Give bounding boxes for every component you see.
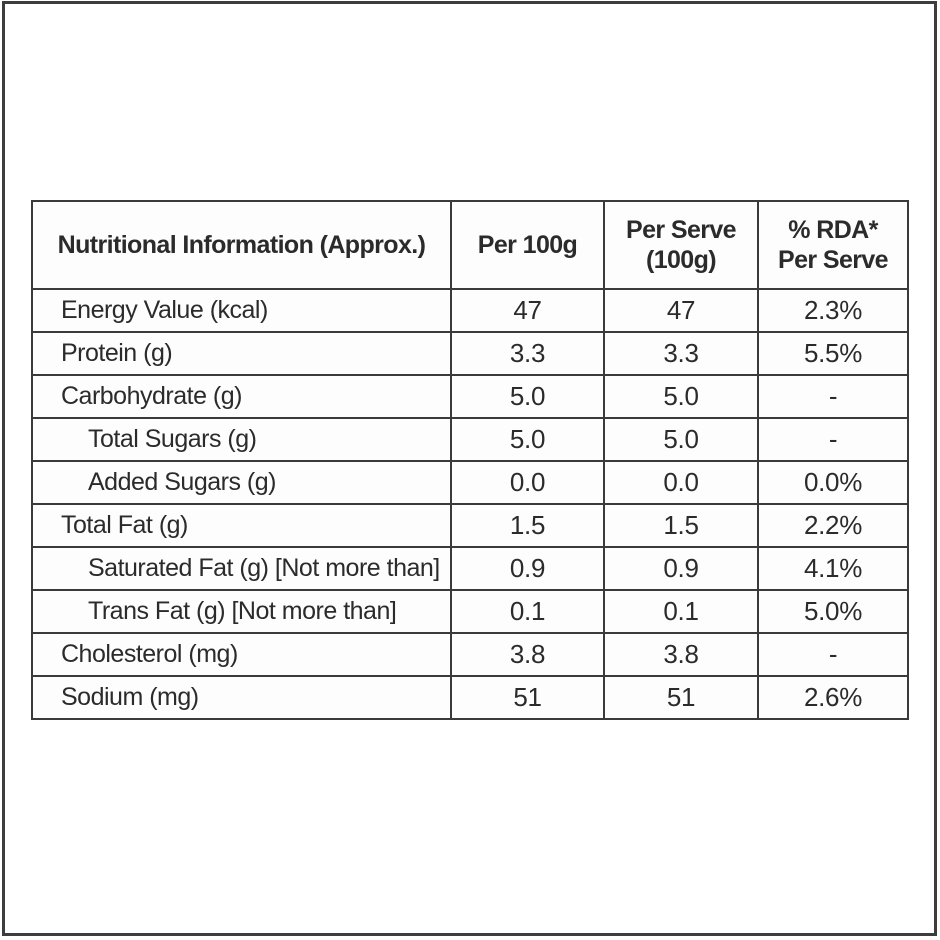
per-serve-value: 3.3 [603,331,759,376]
per-serve-value: 51 [603,675,759,720]
rda-value: 5.0% [757,589,909,634]
per-100g-value: 0.9 [450,546,605,591]
row-label: Total Sugars (g) [31,417,452,462]
table-row-cholesterol: Cholesterol (mg) 3.8 3.8 - [31,632,909,677]
row-label: Carbohydrate (g) [31,374,452,419]
header-nutritional-information: Nutritional Information (Approx.) [31,200,452,290]
table-row-saturated-fat: Saturated Fat (g) [Not more than] 0.9 0.… [31,546,909,591]
table-row-carbohydrate: Carbohydrate (g) 5.0 5.0 - [31,374,909,419]
rda-value: 5.5% [757,331,909,376]
rda-value: 2.2% [757,503,909,548]
rda-value: 4.1% [757,546,909,591]
table-row-sodium: Sodium (mg) 51 51 2.6% [31,675,909,720]
per-serve-value: 5.0 [603,374,759,419]
rda-value: 0.0% [757,460,909,505]
row-label: Energy Value (kcal) [31,288,452,333]
rda-value: - [757,632,909,677]
table-row-total-fat: Total Fat (g) 1.5 1.5 2.2% [31,503,909,548]
rda-value: - [757,374,909,419]
rda-value: 2.3% [757,288,909,333]
table-row-total-sugars: Total Sugars (g) 5.0 5.0 - [31,417,909,462]
per-serve-value: 0.9 [603,546,759,591]
per-100g-value: 0.0 [450,460,605,505]
table-row-trans-fat: Trans Fat (g) [Not more than] 0.1 0.1 5.… [31,589,909,634]
per-100g-value: 5.0 [450,417,605,462]
rda-value: 2.6% [757,675,909,720]
per-serve-value: 5.0 [603,417,759,462]
row-label: Cholesterol (mg) [31,632,452,677]
per-serve-value: 1.5 [603,503,759,548]
row-label: Saturated Fat (g) [Not more than] [31,546,452,591]
nutrition-table: Nutritional Information (Approx.) Per 10… [31,200,909,720]
row-label: Added Sugars (g) [31,460,452,505]
header-per-serve: Per Serve (100g) [603,200,759,290]
header-rda-per-serve: % RDA* Per Serve [757,200,909,290]
table-row-added-sugars: Added Sugars (g) 0.0 0.0 0.0% [31,460,909,505]
per-100g-value: 47 [450,288,605,333]
per-100g-value: 51 [450,675,605,720]
per-serve-value: 0.0 [603,460,759,505]
header-row: Nutritional Information (Approx.) Per 10… [31,200,909,290]
per-100g-value: 3.3 [450,331,605,376]
per-serve-value: 3.8 [603,632,759,677]
table-row-energy: Energy Value (kcal) 47 47 2.3% [31,288,909,333]
table-row-protein: Protein (g) 3.3 3.3 5.5% [31,331,909,376]
per-serve-value: 0.1 [603,589,759,634]
header-per-100g: Per 100g [450,200,605,290]
per-100g-value: 5.0 [450,374,605,419]
per-100g-value: 1.5 [450,503,605,548]
rda-value: - [757,417,909,462]
row-label: Protein (g) [31,331,452,376]
row-label: Trans Fat (g) [Not more than] [31,589,452,634]
row-label: Total Fat (g) [31,503,452,548]
row-label: Sodium (mg) [31,675,452,720]
per-100g-value: 0.1 [450,589,605,634]
per-100g-value: 3.8 [450,632,605,677]
per-serve-value: 47 [603,288,759,333]
